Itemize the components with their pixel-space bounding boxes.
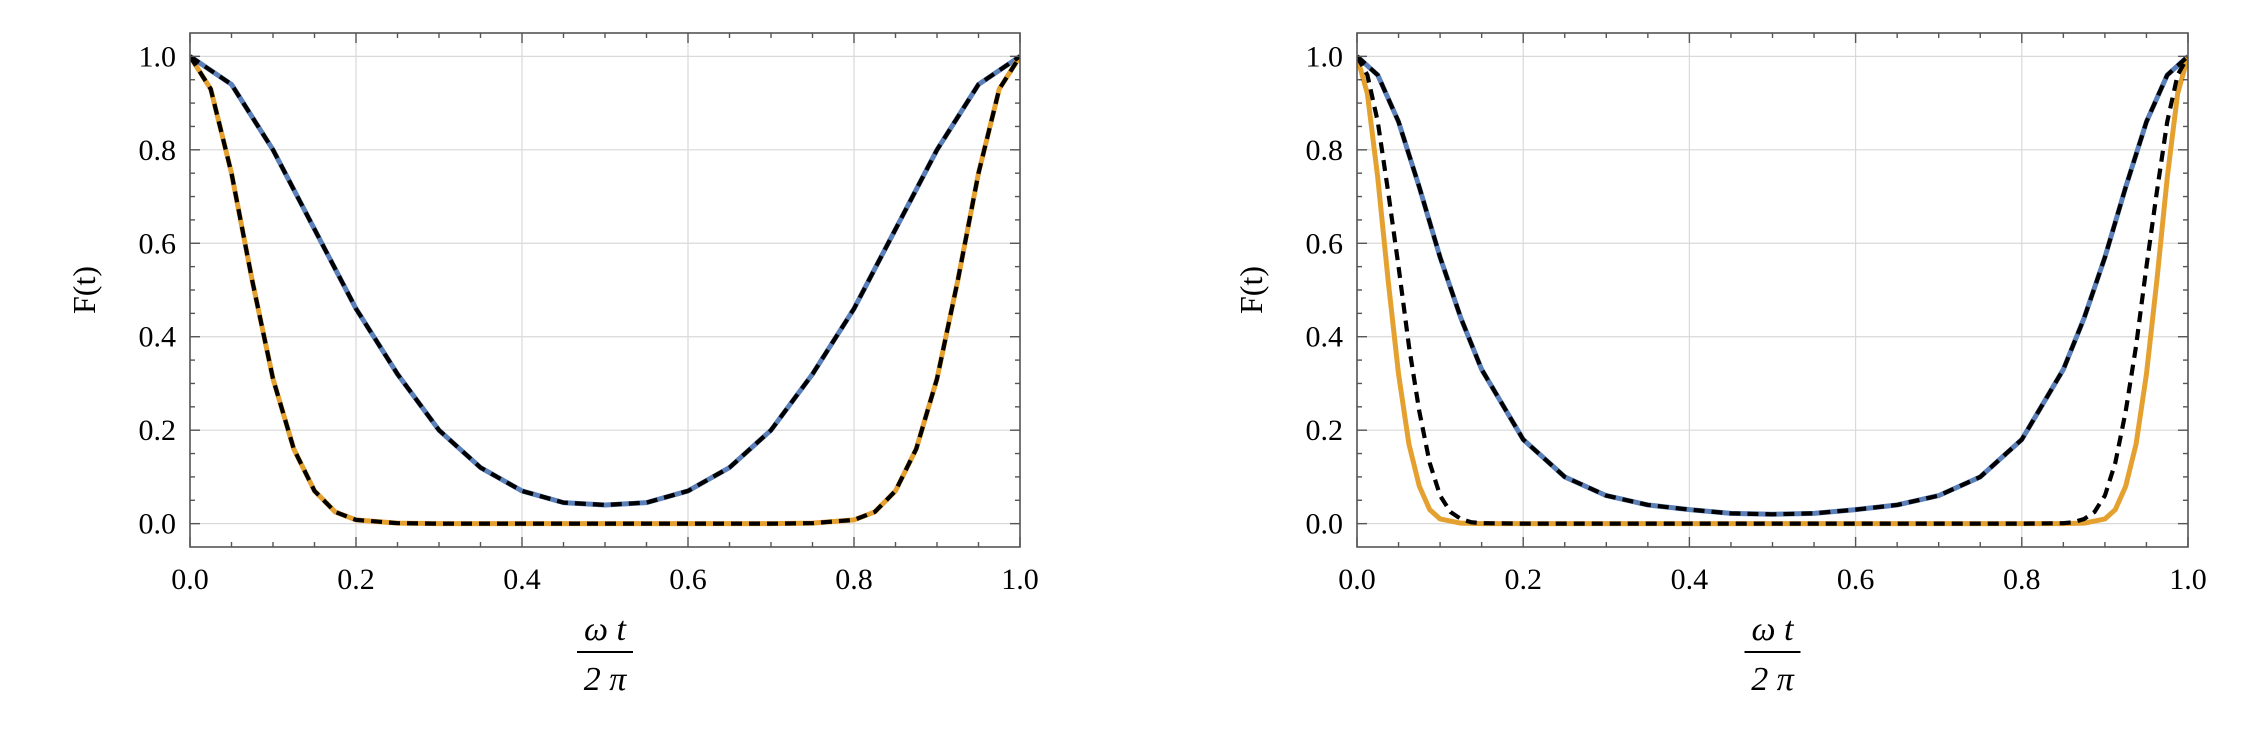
- x-tick-label: 0.6: [1837, 563, 1875, 596]
- y-tick-label: 0.2: [1306, 414, 1344, 447]
- plot-frame: [1356, 32, 2189, 548]
- plot-frame: [189, 32, 1021, 548]
- x-axis-label-numerator: ω t: [1752, 611, 1796, 648]
- series-group: [1357, 54, 2188, 527]
- y-tick-label: 0.8: [139, 134, 177, 167]
- right-panel: 0.0 0.2 0.4 0.6 0.8 1.0 0.0 0.2 0.4 0.6 0.8 1.0 F(t)…: [1233, 32, 2207, 698]
- x-tick-label: 0.0: [171, 563, 209, 596]
- y-tick-label: 0.2: [139, 414, 177, 447]
- y-tick-label: 1.0: [1306, 40, 1344, 73]
- y-tick-label: 0.0: [139, 508, 177, 541]
- x-tick-label: 0.2: [337, 563, 375, 596]
- x-axis-label-numerator: ω t: [584, 611, 628, 648]
- series-line-blue-dashed: [190, 54, 1020, 508]
- x-axis-label-denominator: 2 π: [1751, 661, 1795, 698]
- x-tick-label: 0.8: [835, 563, 873, 596]
- y-tick-label: 0.4: [1306, 321, 1344, 354]
- y-tick-label: 0.6: [139, 227, 177, 260]
- series-line-orange-dashed: [190, 55, 1020, 526]
- y-tick-label: 0.0: [1306, 508, 1344, 541]
- y-tick-label: 0.6: [1306, 227, 1344, 260]
- series-line-orange: [1357, 55, 2188, 527]
- y-tick-label: 1.0: [139, 40, 177, 73]
- y-tick-label: 0.4: [139, 321, 177, 354]
- series-line-blue-dashed: [1357, 54, 2188, 517]
- x-tick-label: 0.2: [1504, 563, 1542, 596]
- x-tick-label: 0.4: [503, 563, 541, 596]
- series-line-orange-dashed: [1357, 55, 2188, 526]
- x-tick-label: 0.8: [2003, 563, 2041, 596]
- x-tick-label: 0.4: [1671, 563, 1709, 596]
- series-line-blue: [190, 54, 1020, 508]
- y-axis-label: F(t): [1233, 266, 1269, 314]
- y-axis-label: F(t): [66, 266, 102, 314]
- x-tick-label: 1.0: [2169, 563, 2207, 596]
- x-tick-label: 1.0: [1001, 563, 1039, 596]
- left-panel: 0.0 0.2 0.4 0.6 0.8 1.0 0.0 0.2 0.4 0.6 0.8 1.0 F(t)…: [66, 32, 1039, 698]
- y-tick-label: 0.8: [1306, 134, 1344, 167]
- series-group: [190, 54, 1020, 527]
- series-line-orange: [190, 55, 1020, 527]
- x-axis-label-denominator: 2 π: [584, 661, 628, 698]
- series-line-blue: [1357, 54, 2188, 517]
- x-tick-label: 0.0: [1338, 563, 1376, 596]
- x-tick-label: 0.6: [669, 563, 707, 596]
